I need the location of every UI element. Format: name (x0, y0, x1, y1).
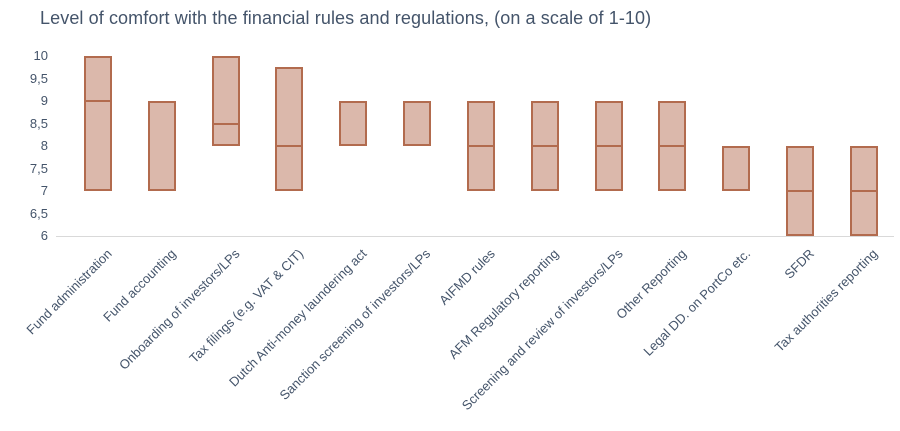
chart-title: Level of comfort with the financial rule… (40, 8, 652, 28)
range-bar (722, 146, 751, 191)
range-bar (275, 67, 304, 191)
y-tick-label: 10 (33, 48, 48, 63)
x-category-label: Tax filings (e.g. VAT & CIT) (186, 246, 307, 366)
x-category-label: SFDR (781, 246, 817, 282)
y-tick-label: 6 (40, 228, 48, 243)
y-tick-label: 9 (40, 93, 48, 108)
y-tick-label: 8 (40, 138, 48, 153)
y-tick-label: 9,5 (29, 70, 48, 86)
y-tick-label: 6,5 (29, 205, 48, 221)
y-tick-label: 7,5 (29, 160, 48, 176)
range-bar (84, 56, 112, 191)
median-line (84, 100, 112, 102)
median-line (275, 145, 304, 147)
median-line (466, 145, 495, 147)
x-category-label: Legal DD. on PortCo etc. (640, 246, 753, 359)
x-category-label: AIFMD rules (435, 246, 498, 308)
median-line (786, 190, 815, 192)
range-bar (147, 101, 176, 191)
x-category-label: AFM Regulatory reporting (445, 246, 562, 362)
x-category-label: Onboarding of investors/LPs (115, 246, 243, 373)
median-line (594, 145, 623, 147)
x-category-label: Fund administration (23, 246, 115, 338)
range-bar (211, 56, 240, 146)
median-line (530, 145, 559, 147)
y-tick-label: 8,5 (29, 115, 48, 131)
median-line (211, 122, 240, 125)
range-bar (339, 101, 368, 146)
x-axis-baseline (56, 236, 894, 237)
median-line (849, 190, 878, 192)
median-line (658, 145, 687, 147)
y-tick-label: 7 (40, 183, 48, 198)
range-bar (403, 101, 432, 146)
